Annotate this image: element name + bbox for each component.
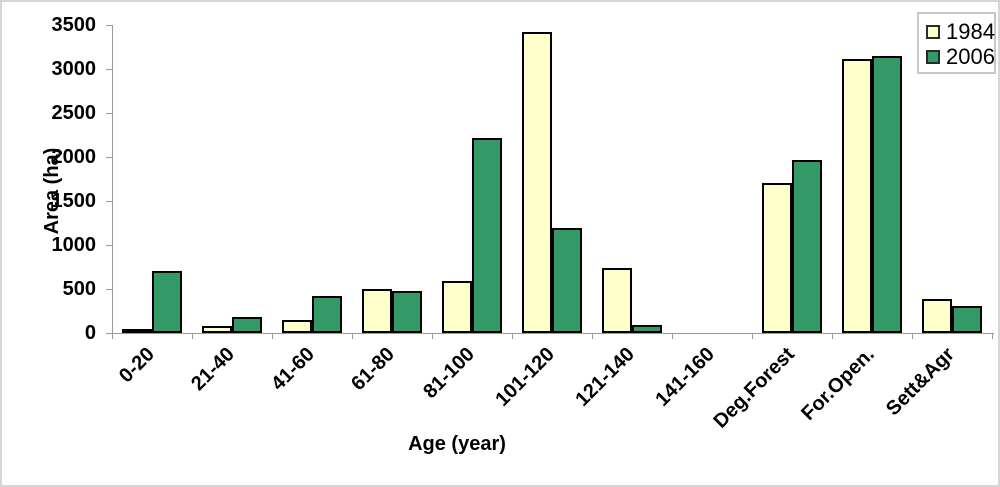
- bar-1984-Sett&Agr: [922, 299, 952, 333]
- legend-swatch-1984: [926, 24, 940, 39]
- x-tick-mark: [592, 334, 593, 339]
- bar-2006-121-140: [632, 325, 662, 333]
- y-tick-label: 2500: [51, 102, 97, 124]
- bar-1984-61-80: [362, 289, 392, 333]
- legend-swatch-2006: [926, 49, 940, 64]
- x-tick-mark: [272, 334, 273, 339]
- bar-2006-61-80: [392, 291, 422, 333]
- y-tick-label: 0: [84, 322, 96, 344]
- x-tick-mark: [912, 334, 913, 339]
- bar-1984-21-40: [202, 326, 232, 333]
- bar-2006-21-40: [232, 317, 262, 333]
- x-axis-line: [112, 333, 994, 334]
- bar-2006-81-100: [472, 138, 502, 333]
- bar-1984-For.Open.: [842, 59, 872, 333]
- y-tick-mark: [106, 157, 112, 158]
- bar-1984-101-120: [522, 32, 552, 333]
- y-tick-mark: [106, 245, 112, 246]
- y-tick-mark: [106, 201, 112, 202]
- bar-2006-101-120: [552, 228, 582, 333]
- bar-2006-Deg.Forest: [792, 160, 822, 333]
- x-axis-title: Age (year): [408, 433, 506, 455]
- x-tick-mark: [352, 334, 353, 339]
- legend-row-1984: 1984: [926, 18, 995, 44]
- x-tick-mark: [672, 334, 673, 339]
- legend: 1984 2006: [917, 12, 996, 74]
- y-tick-mark: [106, 333, 112, 334]
- legend-row-2006: 2006: [926, 43, 995, 69]
- y-tick-mark: [106, 113, 112, 114]
- bar-2006-Sett&Agr: [952, 306, 982, 333]
- x-tick-mark: [112, 334, 113, 339]
- legend-label-2006: 2006: [946, 43, 995, 69]
- y-tick-label: 2000: [51, 146, 97, 168]
- y-tick-label: 3000: [51, 58, 97, 80]
- bar-1984-121-140: [602, 268, 632, 333]
- bar-1984-Deg.Forest: [762, 183, 792, 333]
- bar-1984-41-60: [282, 320, 312, 333]
- y-tick-mark: [106, 69, 112, 70]
- x-tick-mark: [992, 334, 993, 339]
- y-tick-label: 1000: [51, 234, 97, 256]
- y-tick-label: 500: [62, 278, 96, 300]
- bar-1984-81-100: [442, 281, 472, 333]
- bar-1984-0-20: [122, 329, 152, 333]
- bar-2006-0-20: [152, 271, 182, 333]
- y-tick-mark: [106, 25, 112, 26]
- y-tick-label: 3500: [51, 14, 97, 36]
- legend-label-1984: 1984: [946, 18, 995, 44]
- bar-2006-For.Open.: [872, 56, 902, 333]
- bar-2006-41-60: [312, 296, 342, 333]
- x-tick-mark: [752, 334, 753, 339]
- y-tick-label: 1500: [51, 190, 97, 212]
- y-axis-line: [112, 25, 113, 334]
- y-tick-mark: [106, 289, 112, 290]
- x-tick-mark: [192, 334, 193, 339]
- x-tick-mark: [512, 334, 513, 339]
- x-tick-mark: [432, 334, 433, 339]
- x-tick-mark: [832, 334, 833, 339]
